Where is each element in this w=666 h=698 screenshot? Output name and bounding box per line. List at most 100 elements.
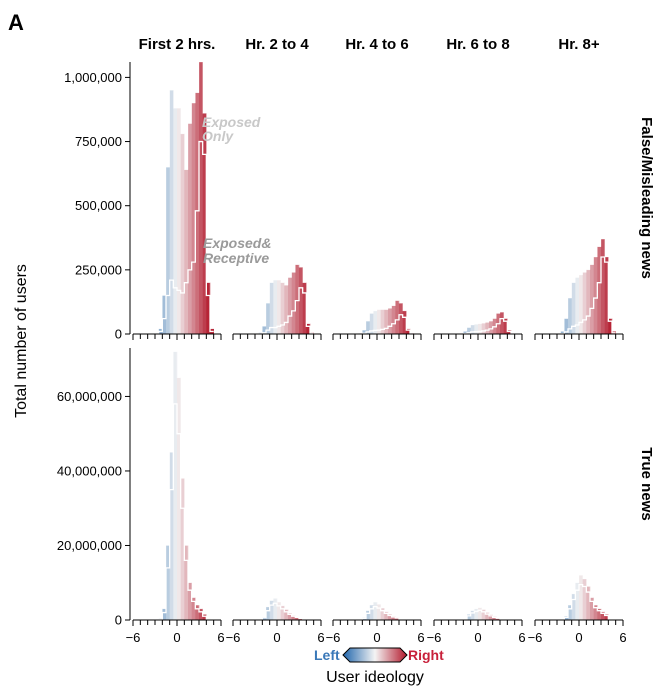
exposed-receptive-line-r0-c0 [140,140,214,335]
bar-exposed-only-r1-c4-b14 [593,605,598,620]
bar-exposed-only-r1-c2-b12 [384,611,389,620]
x-tick-label-left-c2: −6 [326,630,341,645]
y-tick-label-r0-4: 1,000,000 [64,70,122,85]
bar-exposed-only-r0-c0-b12 [184,169,189,334]
x-tick-label-left-c0: −6 [126,630,141,645]
bar-exposed-only-r0-c2-b15 [395,300,400,334]
bar-exposed-only-r1-c3-b13 [489,614,493,620]
bar-exposed-only-r0-c1-b15 [295,264,300,334]
bar-exposed-only-r0-c0-b7 [166,167,170,334]
bar-exposed-only-r0-c1-b7 [266,303,270,334]
bar-exposed-only-r0-c3-b12 [485,322,490,334]
bar-exposed-only-r1-c1-b7 [266,606,270,620]
bar-exposed-only-r1-c2-b10 [377,604,381,620]
bar-exposed-only-r0-c0-b14 [191,103,196,334]
bar-exposed-only-r0-c2-b18 [406,328,411,334]
bar-exposed-only-r1-c0-b6 [162,608,167,620]
bar-exposed-only-r0-c3-b9 [474,324,479,334]
bar-exposed-only-r1-c4-b11 [582,579,587,620]
bar-exposed-only-r0-c4-b12 [586,269,591,334]
bar-exposed-only-r1-c2-b13 [388,614,392,620]
axes-layer [125,62,624,626]
bar-exposed-only-r0-c1-b13 [288,277,292,334]
bar-exposed-only-r0-c2-b11 [380,309,385,334]
bar-exposed-only-r0-c4-b13 [590,264,594,334]
bar-exposed-only-r0-c2-b9 [373,310,378,334]
bar-exposed-only-r1-c4-b7 [568,605,572,620]
bar-exposed-only-r0-c0-b13 [188,123,192,334]
bar-exposed-only-r1-c1-b6 [262,617,267,620]
column-title-2: Hr. 4 to 6 [345,36,408,53]
bar-exposed-only-r1-c3-b8 [470,610,475,620]
column-title-1: Hr. 2 to 4 [245,36,309,53]
bar-exposed-only-r0-c2-b13 [388,308,392,334]
x-tick-label-left-c1: −6 [226,630,241,645]
bar-exposed-only-r0-c1-b8 [269,282,274,334]
bar-exposed-only-r0-c4-b5 [560,331,565,334]
x-tick-label-mid-c4: 0 [575,630,582,645]
bar-exposed-only-r1-c0-b8 [169,452,174,620]
bar-exposed-only-r1-c2-b14 [391,616,396,620]
bar-exposed-only-r0-c1-b11 [280,282,285,334]
bar-exposed-only-r0-c4-b14 [593,257,598,334]
bar-exposed-only-r1-c3-b10 [478,607,482,620]
bar-exposed-only-r0-c1-b10 [277,280,281,334]
bars-layer [140,61,616,621]
bar-exposed-only-r1-c3-b15 [496,617,501,620]
bar-exposed-only-r0-c3-b17 [503,318,508,334]
bar-exposed-only-r0-c0-b6 [162,295,167,334]
bar-exposed-only-r1-c4-b17 [604,614,609,620]
bar-exposed-only-r0-c0-b9 [173,108,178,334]
exposed-receptive-line-r1-c0 [140,403,214,621]
bar-exposed-only-r0-c4-b9 [575,277,580,334]
bar-exposed-only-r1-c1-b12 [284,609,289,620]
bar-exposed-only-r1-c1-b8 [269,600,274,620]
bar-exposed-only-r0-c2-b14 [391,305,396,334]
bar-exposed-only-r1-c1-b9 [273,598,278,620]
exposed-only-outline-r0-c4 [542,238,616,335]
bar-exposed-only-r1-c0-b11 [180,478,185,620]
column-title-0: First 2 hrs. [139,36,216,53]
bar-exposed-only-r1-c0-b14 [191,597,196,620]
bar-exposed-only-r1-c3-b12 [485,612,490,620]
bar-exposed-only-r1-c0-b15 [195,605,200,620]
bar-exposed-only-r0-c2-b16 [399,303,403,334]
bar-exposed-only-r1-c1-b15 [295,617,300,620]
bar-exposed-only-r1-c4-b10 [579,575,583,620]
bar-exposed-only-r1-c1-b13 [288,613,292,620]
bar-exposed-only-r1-c3-b11 [481,609,486,620]
x-tick-label-right-c3: 6 [518,630,525,645]
bar-exposed-only-r1-c0-b7 [166,545,170,620]
x-tick-label-mid-c0: 0 [173,630,180,645]
bar-exposed-only-r0-c0-b8 [169,90,174,334]
bar-exposed-only-r0-c3-b6 [463,331,468,334]
annotation-exposed_receptive-3: Receptive [203,250,269,266]
bar-exposed-only-r0-c0-b18 [206,282,211,334]
bar-exposed-only-r0-c2-b12 [384,309,389,334]
bar-exposed-only-r0-c3-b10 [478,323,482,334]
bar-exposed-only-r1-c1-b11 [280,605,285,620]
bar-exposed-only-r0-c3-b11 [481,323,486,334]
bar-exposed-only-r0-c2-b17 [402,310,407,334]
bar-exposed-only-r0-c1-b18 [306,323,311,334]
annotation-exposed_only-0: Exposed [202,114,261,130]
bar-exposed-only-r0-c1-b17 [302,282,307,334]
bar-exposed-only-r0-c4-b18 [608,318,613,334]
bar-exposed-only-r1-c1-b10 [277,602,281,620]
bar-exposed-only-r0-c4-b8 [571,282,576,334]
annotation-exposed_only-1: Only [202,128,234,144]
x-tick-label-mid-c1: 0 [273,630,280,645]
bar-exposed-only-r0-c1-b14 [291,272,296,334]
bar-exposed-only-r0-c0-b17 [202,113,207,334]
bar-exposed-only-r0-c1-b6 [262,326,267,334]
y-axis-title: Total number of users [13,264,30,418]
bar-exposed-only-r1-c2-b11 [380,608,385,620]
bar-exposed-only-r1-c3-b7 [467,614,471,620]
bar-exposed-only-r1-c3-b14 [492,616,497,620]
bar-exposed-only-r0-c4-b11 [582,272,587,334]
annotation-exposed_receptive-2: Exposed& [203,235,271,251]
bar-exposed-only-r1-c0-b10 [177,377,181,620]
panel-letter: A [8,10,24,35]
bar-exposed-only-r0-c1-b16 [299,267,303,334]
